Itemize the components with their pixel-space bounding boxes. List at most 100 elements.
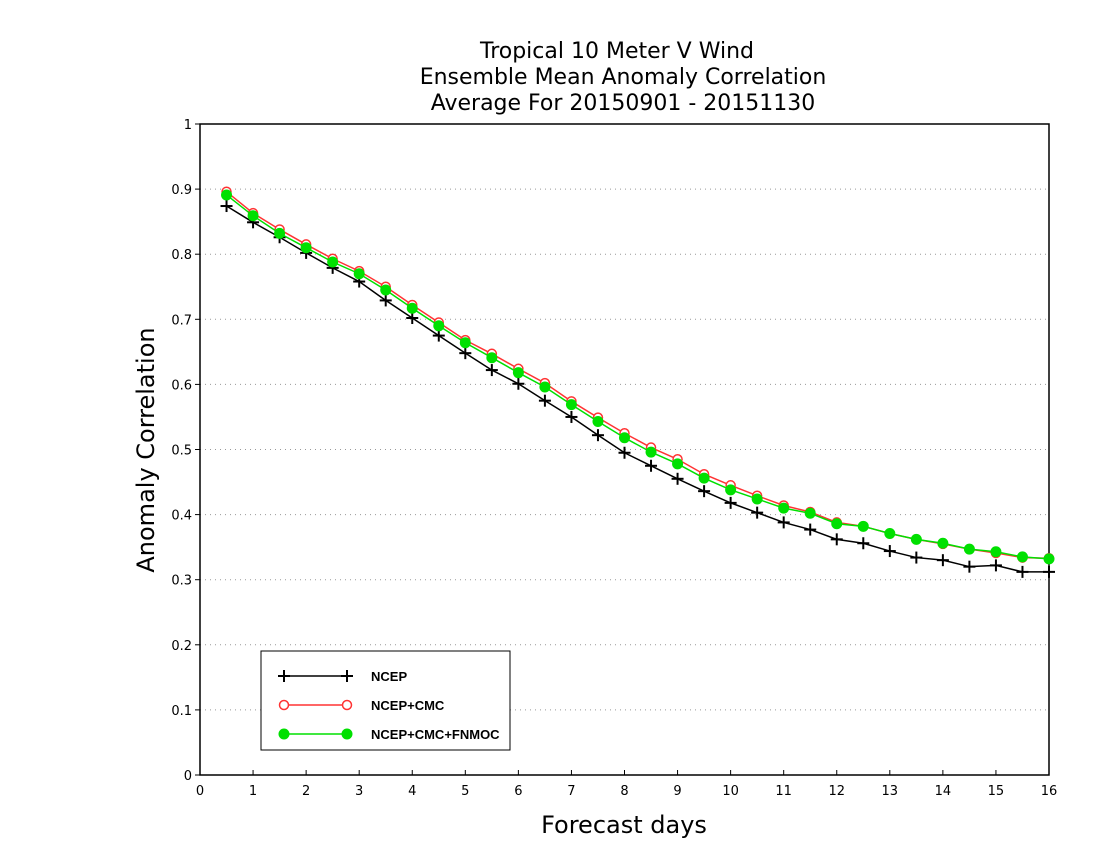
data-point-ncep-cmc-fnmoc	[831, 518, 843, 530]
data-point-ncep-cmc-fnmoc	[910, 533, 922, 545]
chart-title-line-3: Average For 20150901 - 20151130	[431, 91, 816, 116]
data-point-ncep-cmc-fnmoc	[698, 472, 710, 484]
legend-marker	[278, 699, 290, 711]
data-point-ncep-cmc-fnmoc	[990, 546, 1002, 558]
y-axis: 0 0.1 0.2 0.3 0.4 0.5 0.6 0.7 0.8 0.9 1	[171, 118, 200, 784]
data-point-ncep	[1043, 565, 1055, 578]
data-point-ncep	[910, 551, 923, 564]
x-tick-label: 2	[302, 784, 310, 799]
data-point-ncep-cmc-fnmoc	[433, 320, 445, 332]
data-point-ncep	[459, 347, 472, 360]
data-point-ncep	[512, 377, 525, 390]
data-point-ncep-cmc-fnmoc	[963, 543, 975, 555]
x-axis: 0 1 2 3 4 5 6 7 8 9 10 11 12 13 14 15 16	[196, 770, 1057, 799]
data-point-ncep-cmc-fnmoc	[406, 302, 418, 314]
x-tick-label: 12	[828, 784, 845, 799]
legend-marker	[278, 728, 290, 740]
data-point-ncep-cmc-fnmoc	[380, 284, 392, 296]
x-tick-label: 1	[249, 784, 257, 799]
data-point-ncep-cmc-fnmoc	[274, 227, 286, 239]
legend-marker	[278, 670, 290, 682]
legend-item-ncep-cmc: NCEP+CMC	[278, 698, 445, 713]
data-point-ncep	[804, 523, 817, 536]
x-tick-label: 8	[620, 784, 628, 799]
legend-label: NCEP+CMC+FNMOC	[371, 727, 500, 742]
data-point-ncep-cmc-fnmoc	[247, 210, 259, 222]
data-point-ncep-cmc-fnmoc	[486, 352, 498, 364]
x-axis-label: Forecast days	[541, 811, 707, 839]
legend-marker	[341, 728, 353, 740]
legend: NCEP NCEP+CMC NCEP+CMC+FNMOC	[260, 650, 511, 751]
data-point-ncep-cmc-fnmoc	[778, 502, 790, 514]
data-point-ncep-cmc-fnmoc	[645, 446, 657, 458]
data-point-ncep	[777, 516, 790, 529]
data-point-ncep-cmc-fnmoc	[725, 484, 737, 496]
y-tick-label: 0.9	[171, 183, 192, 198]
series-line-ncep-cmc-fnmoc	[226, 194, 1050, 560]
x-tick-label: 0	[196, 784, 204, 799]
data-point-ncep	[936, 554, 949, 567]
x-tick-label: 3	[355, 784, 363, 799]
data-point-ncep-cmc-fnmoc	[300, 242, 312, 254]
data-point-ncep	[751, 506, 764, 519]
data-point-ncep	[220, 200, 233, 213]
chart-title-line-1: Tropical 10 Meter V Wind	[479, 39, 754, 64]
series-layer	[220, 186, 1055, 578]
data-point-ncep	[989, 559, 1002, 572]
data-point-ncep	[591, 429, 604, 442]
data-point-ncep-cmc-fnmoc	[619, 432, 630, 444]
y-tick-label: 0.7	[171, 313, 192, 328]
x-tick-label: 9	[673, 784, 681, 799]
chart-title-line-2: Ensemble Mean Anomaly Correlation	[420, 65, 827, 90]
data-point-ncep-cmc-fnmoc	[857, 520, 869, 532]
y-tick-label: 0.1	[171, 704, 192, 719]
x-tick-label: 13	[882, 784, 899, 799]
x-tick-label: 14	[935, 784, 952, 799]
y-tick-label: 1	[184, 118, 192, 133]
data-point-ncep-cmc-fnmoc	[1043, 553, 1055, 565]
legend-marker	[341, 699, 353, 711]
x-tick-label: 11	[775, 784, 792, 799]
y-tick-label: 0.8	[171, 248, 192, 263]
data-point-ncep	[698, 485, 711, 498]
x-tick-label: 6	[514, 784, 522, 799]
data-point-ncep	[645, 459, 658, 472]
y-tick-label: 0.5	[171, 444, 192, 459]
series-ncep	[220, 200, 1055, 578]
data-point-ncep	[379, 294, 392, 307]
y-tick-label: 0.4	[171, 509, 192, 524]
data-point-ncep	[565, 410, 578, 423]
data-point-ncep	[538, 394, 551, 407]
data-point-ncep-cmc-fnmoc	[804, 507, 816, 519]
x-tick-label: 5	[461, 784, 469, 799]
series-line-ncep	[226, 205, 1049, 573]
data-point-ncep	[724, 496, 737, 509]
x-tick-label: 4	[408, 784, 416, 799]
legend-label: NCEP	[371, 669, 407, 684]
data-point-ncep-cmc-fnmoc	[327, 256, 339, 268]
data-point-ncep-cmc-fnmoc	[353, 268, 365, 280]
data-point-ncep	[963, 560, 976, 573]
y-axis-label: Anomaly Correlation	[132, 327, 160, 572]
data-point-ncep-cmc-fnmoc	[751, 493, 763, 505]
data-point-ncep-cmc-fnmoc	[512, 367, 524, 379]
data-point-ncep	[830, 533, 843, 546]
legend-item-ncep: NCEP	[278, 669, 407, 684]
data-point-ncep-cmc-fnmoc	[592, 416, 604, 428]
data-point-ncep-cmc-fnmoc	[459, 337, 471, 349]
data-point-ncep	[883, 545, 896, 558]
series-ncep-cmc	[221, 186, 1055, 564]
data-point-ncep	[618, 446, 631, 459]
data-point-ncep	[432, 329, 445, 342]
chart-title: Tropical 10 Meter V Wind Ensemble Mean A…	[420, 39, 827, 116]
data-point-ncep-cmc-fnmoc	[539, 381, 551, 393]
legend-label: NCEP+CMC	[371, 698, 445, 713]
data-point-ncep	[485, 364, 498, 377]
series-line-ncep-cmc	[226, 191, 1050, 559]
x-tick-label: 16	[1041, 784, 1058, 799]
y-tick-label: 0.6	[171, 378, 192, 393]
data-point-ncep-cmc-fnmoc	[221, 189, 233, 201]
data-point-ncep-cmc-fnmoc	[884, 527, 896, 539]
data-point-ncep-cmc-fnmoc	[1016, 551, 1028, 563]
